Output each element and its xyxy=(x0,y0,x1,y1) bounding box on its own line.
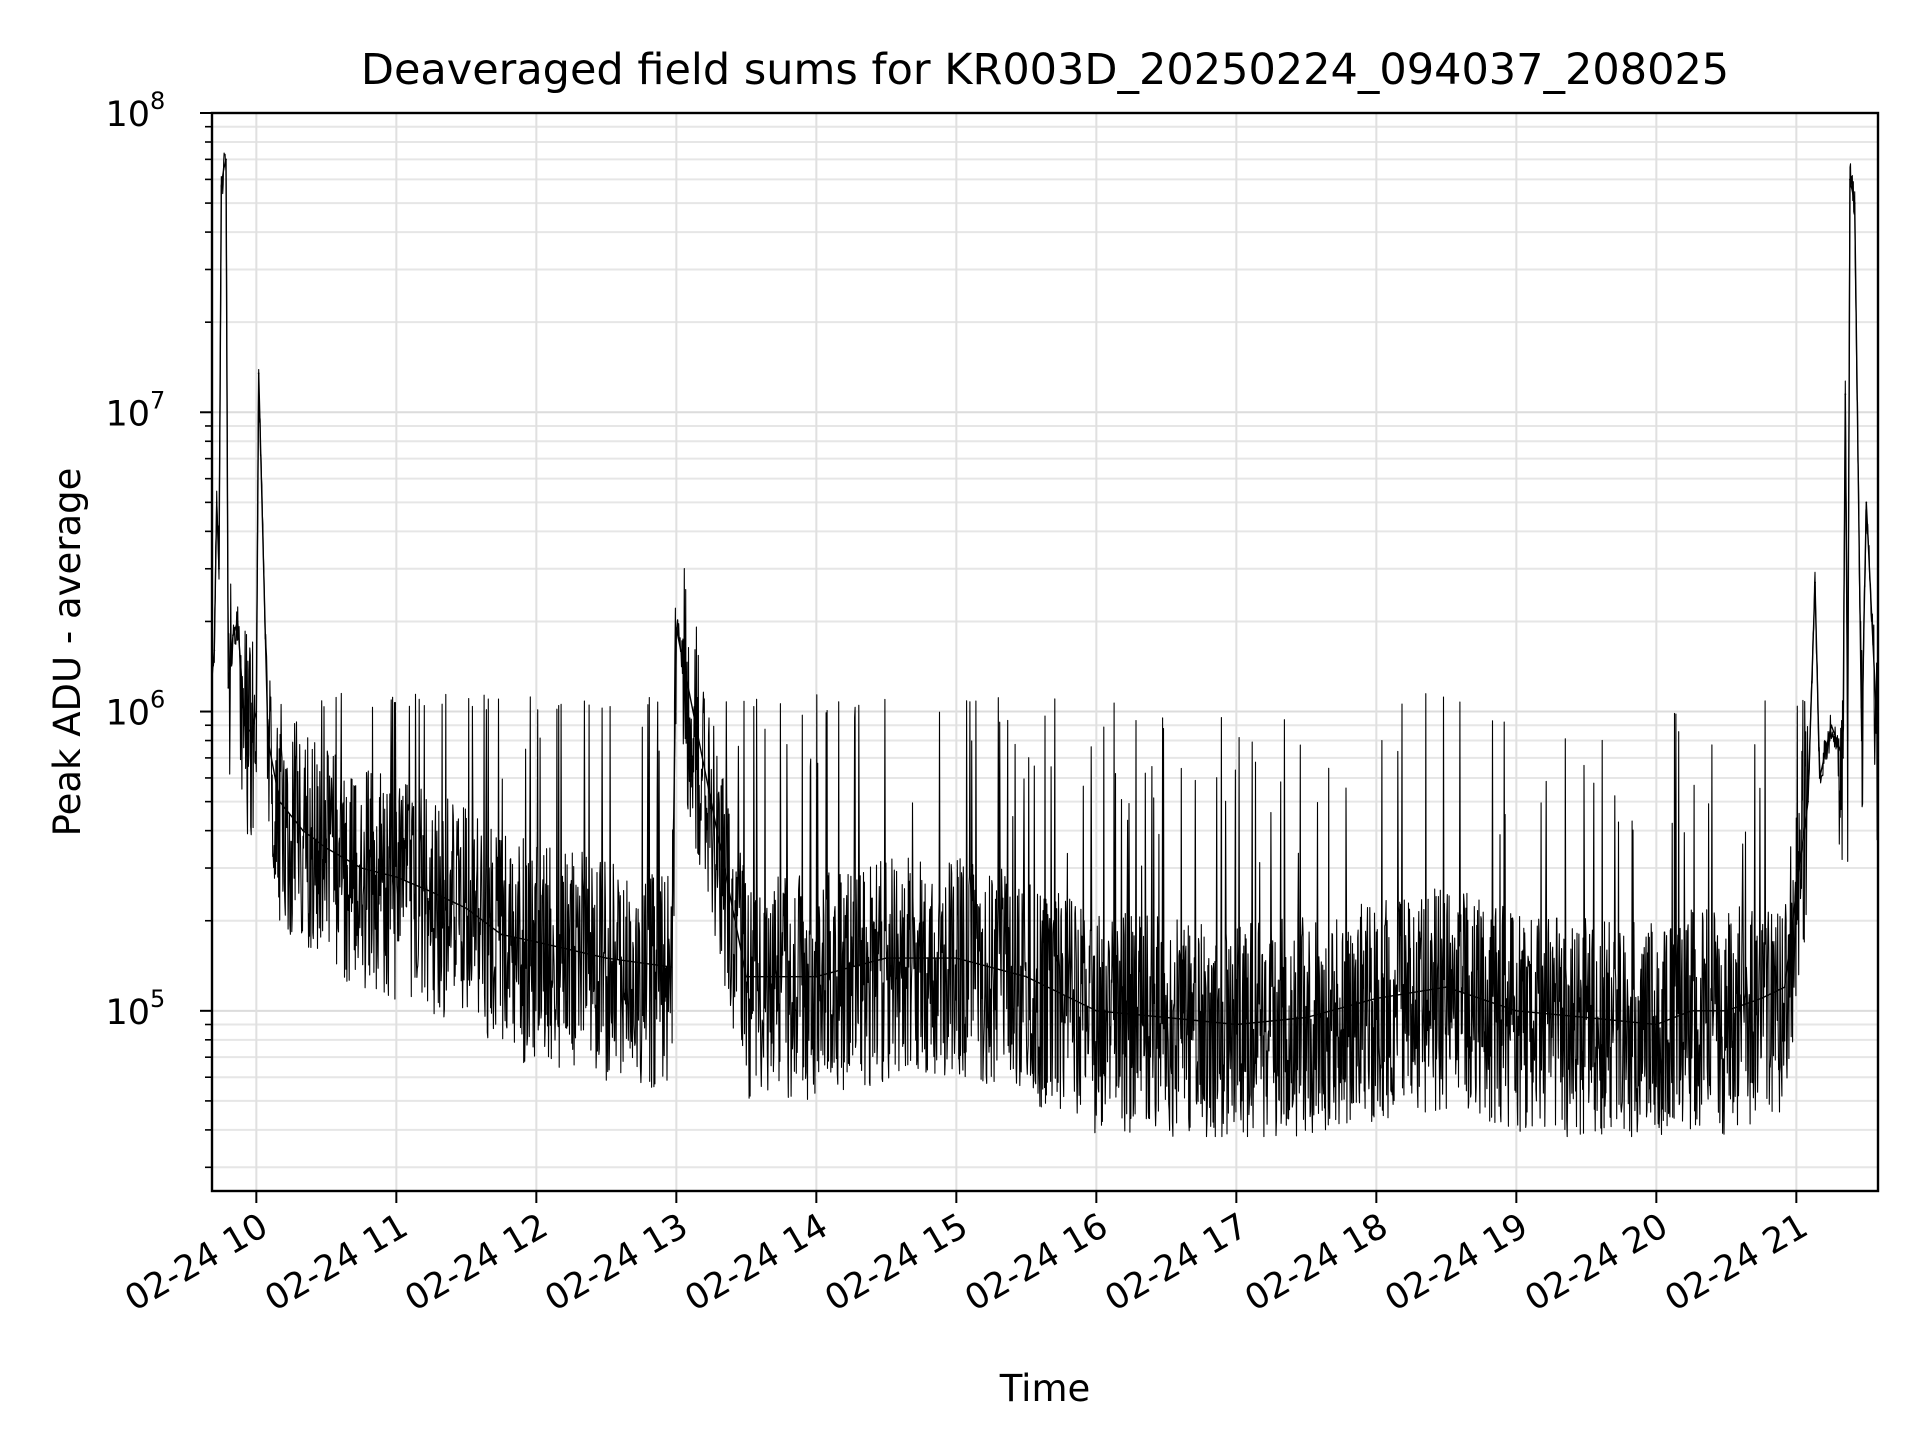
y-tick-exponent: 7 xyxy=(150,386,165,414)
data-point xyxy=(430,890,433,893)
data-point xyxy=(278,800,281,803)
data-point xyxy=(302,829,304,832)
y-tick-label: 10 xyxy=(105,394,150,434)
data-point xyxy=(222,168,225,170)
data-point xyxy=(215,501,218,504)
data-point xyxy=(675,627,678,630)
data-point xyxy=(1165,1016,1168,1019)
data-point xyxy=(255,710,258,713)
data-point xyxy=(360,867,363,869)
data-point xyxy=(1515,1009,1518,1012)
series-line-noise xyxy=(211,152,1879,1138)
data-point xyxy=(1760,997,1763,1000)
data-point xyxy=(885,957,888,960)
data-point xyxy=(850,966,853,968)
data-point xyxy=(1844,393,1847,396)
y-axis-label: Peak ADU - average xyxy=(46,468,89,837)
data-point xyxy=(325,847,328,849)
data-point xyxy=(232,634,234,637)
x-axis-label: Time xyxy=(999,1367,1091,1410)
data-point xyxy=(225,158,227,161)
data-point xyxy=(465,907,468,910)
data-point xyxy=(250,731,253,734)
data-point xyxy=(1585,1016,1588,1019)
data-point xyxy=(500,933,503,936)
data-point xyxy=(257,372,260,375)
data-point xyxy=(1783,986,1786,989)
data-point xyxy=(218,567,220,570)
data-point xyxy=(1655,1023,1658,1026)
data-point xyxy=(955,957,958,960)
y-tick-label: 10 xyxy=(105,95,150,135)
plot-area xyxy=(211,152,1879,1138)
data-point xyxy=(745,975,748,978)
data-point xyxy=(213,649,216,652)
y-tick-exponent: 6 xyxy=(150,686,165,714)
data-point xyxy=(220,185,223,187)
data-point xyxy=(395,876,398,878)
data-point xyxy=(1725,1009,1728,1012)
data-point xyxy=(670,966,673,968)
data-point xyxy=(227,686,230,689)
data-point xyxy=(267,739,269,742)
data-point xyxy=(236,620,239,623)
data-point xyxy=(535,940,538,943)
data-point xyxy=(1846,739,1849,742)
data-point xyxy=(1849,178,1851,181)
plot-frame xyxy=(210,111,1880,1193)
data-point xyxy=(1807,800,1809,803)
data-point xyxy=(1025,975,1028,978)
data-point xyxy=(1795,890,1798,893)
data-point xyxy=(1853,202,1856,204)
data-point xyxy=(1860,739,1863,742)
data-point xyxy=(243,724,246,727)
data-point xyxy=(1375,997,1378,1000)
data-point xyxy=(605,957,608,960)
data-point xyxy=(1814,581,1816,584)
y-tick-exponent: 8 xyxy=(150,87,165,115)
y-tick-label: 10 xyxy=(105,694,150,734)
data-point xyxy=(1305,1016,1308,1019)
data-point xyxy=(1235,1023,1238,1026)
data-point xyxy=(1095,1009,1098,1012)
data-point xyxy=(1818,777,1821,779)
data-point xyxy=(1865,501,1868,504)
y-tick-exponent: 5 xyxy=(150,985,165,1013)
data-point xyxy=(815,975,818,978)
data-point xyxy=(1690,1009,1693,1012)
y-tick-label: 10 xyxy=(105,993,150,1033)
data-point xyxy=(1830,724,1833,727)
data-point xyxy=(1842,757,1844,759)
chart-title: Deaveraged field sums for KR003D_2025022… xyxy=(361,45,1729,95)
data-point xyxy=(1445,986,1448,989)
